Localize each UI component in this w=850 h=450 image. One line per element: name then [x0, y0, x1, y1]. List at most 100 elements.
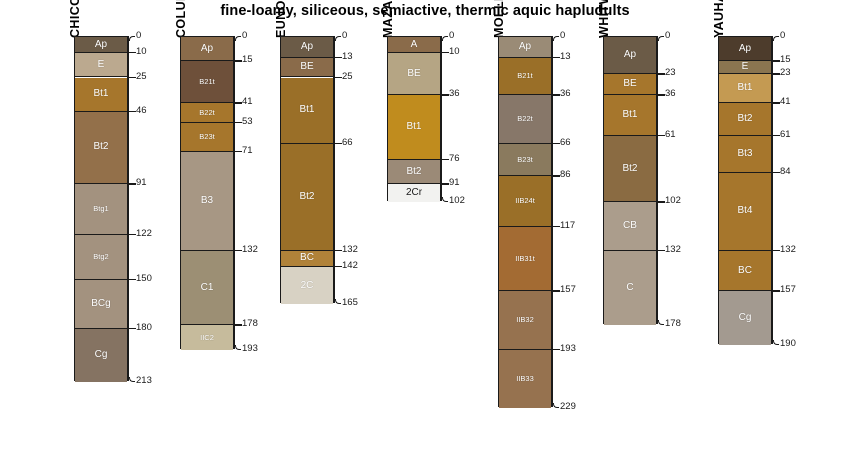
depth-tick-label: 132	[342, 243, 358, 255]
depth-tick-label: 91	[449, 177, 460, 189]
soil-horizon: B23t	[181, 122, 233, 153]
depth-tick	[335, 299, 341, 305]
depth-tick	[773, 36, 779, 41]
horizon-label: Cg	[94, 349, 108, 361]
horizon-label: E	[97, 58, 105, 70]
depth-tick	[129, 76, 136, 78]
depth-tick	[553, 290, 560, 292]
horizon-label: 2C	[300, 279, 314, 291]
depth-tick	[442, 36, 448, 41]
soil-horizon: B3	[181, 152, 233, 251]
soil-horizon: Ap	[499, 37, 551, 59]
horizon-label: BE	[623, 78, 637, 90]
horizon-label: BCg	[91, 297, 111, 309]
soil-horizon: BCg	[75, 280, 127, 329]
soil-horizon: C	[604, 250, 656, 326]
depth-tick	[658, 94, 665, 96]
soil-horizon: Ap	[604, 37, 656, 75]
depth-tick-label: 132	[780, 243, 796, 255]
horizon-label: A	[410, 38, 418, 50]
depth-tick	[658, 36, 664, 41]
depth-tick-label: 46	[136, 104, 147, 116]
horizon-label: B22t	[517, 114, 533, 124]
horizon-label: CB	[623, 220, 637, 232]
horizon-label: B23t	[199, 132, 215, 142]
depth-tick	[553, 57, 560, 59]
depth-tick-label: 66	[342, 136, 353, 148]
soil-horizon: E	[75, 53, 127, 78]
depth-tick-label: 117	[560, 219, 576, 231]
soil-horizon: B22t	[181, 103, 233, 123]
horizon-label: B23t	[517, 154, 533, 164]
horizon-label: B21t	[517, 71, 533, 81]
horizon-label: BE	[300, 61, 314, 73]
horizon-label: B21t	[199, 77, 215, 87]
depth-tick	[442, 159, 449, 161]
horizon-label: Ap	[300, 41, 314, 53]
depth-tick-label: 0	[242, 30, 248, 41]
soil-horizon: BE	[388, 53, 440, 96]
horizon-label: BE	[407, 67, 421, 79]
depth-tick-label: 157	[780, 284, 796, 296]
soil-horizon: Btg1	[75, 184, 127, 235]
horizon-column: A BE Bt1 Bt2 2Cr	[387, 36, 441, 203]
depth-tick-label: 132	[665, 243, 681, 255]
depth-tick-label: 61	[665, 128, 676, 140]
soil-horizon: Ap	[181, 37, 233, 62]
depth-tick-label: 13	[342, 51, 353, 63]
depth-axis	[334, 36, 336, 304]
horizon-label: Bt1	[737, 82, 753, 94]
depth-tick-label: 36	[560, 88, 571, 100]
horizon-label: 2Cr	[405, 187, 423, 199]
depth-axis	[552, 36, 554, 407]
depth-tick	[235, 121, 242, 124]
depth-tick-label: 36	[449, 88, 460, 100]
soil-horizon: BC	[281, 250, 333, 268]
depth-tick	[773, 172, 780, 174]
depth-tick	[553, 225, 560, 227]
depth-tick	[129, 327, 136, 329]
depth-tick	[442, 52, 449, 54]
depth-tick	[235, 324, 242, 326]
horizon-label: E	[741, 61, 749, 73]
depth-tick	[658, 201, 665, 203]
horizon-column: Ap E Bt1 Bt2 Btg1 Btg2 BCg Cg	[74, 36, 128, 383]
horizon-label: Bt2	[406, 165, 422, 177]
soil-horizon: A	[388, 37, 440, 54]
depth-tick	[442, 197, 448, 203]
depth-tick	[773, 249, 780, 252]
depth-tick	[129, 279, 136, 281]
horizon-label: Bt1	[622, 109, 638, 121]
depth-tick-label: 122	[136, 227, 152, 239]
depth-tick	[235, 344, 241, 350]
depth-tick-label: 71	[242, 145, 253, 157]
depth-tick	[442, 94, 449, 96]
soil-horizon: IIB32	[499, 291, 551, 350]
horizon-label: B3	[200, 194, 214, 206]
depth-tick-label: 102	[449, 195, 465, 207]
depth-tick	[553, 175, 560, 177]
depth-tick-label: 13	[560, 51, 571, 63]
horizon-label: Bt1	[93, 88, 109, 99]
depth-tick	[335, 266, 342, 268]
depth-tick-label: 180	[136, 321, 152, 333]
horizon-label: Ap	[94, 38, 108, 50]
depth-tick-label: 132	[242, 243, 258, 255]
soil-horizon: 2C	[281, 267, 333, 305]
profile-name-label: EUNOLA	[274, 0, 288, 38]
profile-name-label: YAUHANNAH	[712, 0, 726, 38]
depth-tick-label: 15	[242, 54, 253, 66]
depth-tick-label: 86	[560, 169, 571, 181]
soil-horizon: BE	[604, 74, 656, 96]
depth-tick	[335, 249, 342, 252]
profile-name-label: MOLLICY	[492, 0, 506, 38]
depth-tick	[658, 73, 665, 75]
depth-tick-label: 36	[665, 88, 676, 100]
depth-tick	[129, 36, 135, 41]
horizon-label: IIC2	[200, 332, 214, 342]
soil-horizon: Bt4	[719, 173, 771, 251]
depth-tick-label: 193	[242, 342, 258, 354]
horizon-label: Bt2	[737, 113, 753, 125]
depth-tick-label: 0	[780, 30, 786, 41]
